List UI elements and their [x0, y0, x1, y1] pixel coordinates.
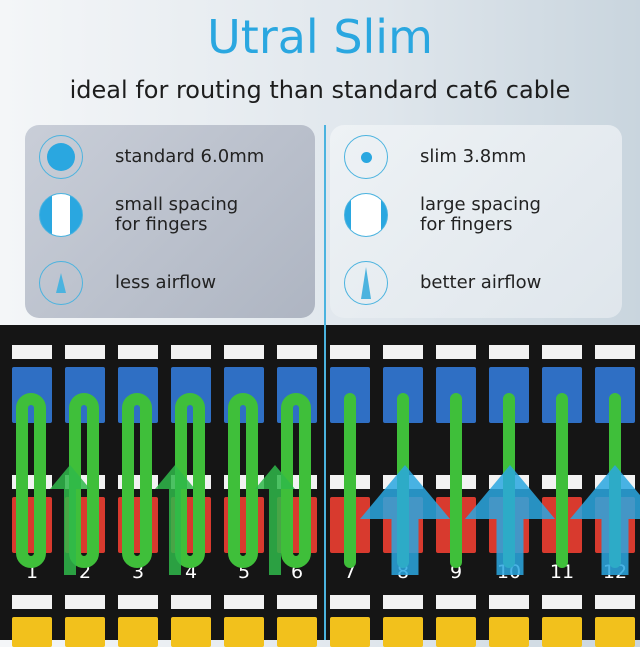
- port-label: [65, 345, 105, 359]
- lower-port: [224, 617, 264, 647]
- feature-text: less airflow: [115, 272, 217, 293]
- feature-text: small spacing for fingers: [115, 194, 239, 235]
- airflow-arrow-icon: [360, 465, 450, 575]
- large-dot-icon: [39, 135, 83, 179]
- lower-port: [542, 617, 582, 647]
- cable: [228, 393, 258, 568]
- airflow-arrow-icon: [155, 465, 195, 575]
- port-label: [224, 595, 264, 609]
- subheadline: ideal for routing than standard cat6 cab…: [69, 76, 571, 104]
- port-label: [118, 595, 158, 609]
- cable: [16, 393, 46, 568]
- port-label: [330, 595, 370, 609]
- port-label: [12, 345, 52, 359]
- port-label: [12, 595, 52, 609]
- lower-port: [65, 617, 105, 647]
- wide-gap-icon: [344, 193, 388, 237]
- feature-text: better airflow: [420, 272, 542, 293]
- lower-port: [118, 617, 158, 647]
- port-label: [65, 595, 105, 609]
- feature-spacing: large spacing for fingers: [344, 193, 541, 237]
- slim-cable-panel: slim 3.8mm large spacing for fingers bet…: [330, 125, 622, 318]
- feature-airflow: better airflow: [344, 261, 541, 305]
- standard-cable-panel: standard 6.0mm small spacing for fingers…: [25, 125, 315, 318]
- lower-port: [330, 617, 370, 647]
- lower-port: [12, 617, 52, 647]
- patch-panel-photo: 123456789101112: [0, 325, 640, 647]
- port-label: [171, 345, 211, 359]
- lower-port: [383, 617, 423, 647]
- port-label: [542, 345, 582, 359]
- port-label: [277, 595, 317, 609]
- cable: [450, 393, 462, 568]
- port-label: [489, 345, 529, 359]
- port-label: [171, 595, 211, 609]
- small-dot-icon: [344, 135, 388, 179]
- feature-diameter: standard 6.0mm: [39, 135, 264, 179]
- airflow-arrow-icon: [570, 465, 640, 575]
- feature-diameter: slim 3.8mm: [344, 135, 526, 179]
- port-label: [542, 595, 582, 609]
- port-label: [489, 595, 529, 609]
- cable: [556, 393, 568, 568]
- cable: [122, 393, 152, 568]
- port-label: [383, 345, 423, 359]
- feature-airflow: less airflow: [39, 261, 216, 305]
- narrow-gap-icon: [39, 193, 83, 237]
- feature-text: slim 3.8mm: [420, 146, 527, 167]
- large-arrow-icon: [344, 261, 388, 305]
- airflow-arrow-icon: [255, 465, 295, 575]
- port-label: [224, 345, 264, 359]
- lower-port: [277, 617, 317, 647]
- port-label: [277, 345, 317, 359]
- airflow-arrow-icon: [465, 465, 555, 575]
- small-arrow-icon: [39, 261, 83, 305]
- lower-port: [171, 617, 211, 647]
- port-label: [436, 345, 476, 359]
- feature-text: standard 6.0mm: [115, 146, 265, 167]
- port-label: [595, 345, 635, 359]
- headline: Utral Slim: [207, 10, 433, 64]
- lower-port: [489, 617, 529, 647]
- port-label: [118, 345, 158, 359]
- port-number: 11: [549, 561, 575, 583]
- airflow-arrow-icon: [50, 465, 90, 575]
- port-label: [383, 595, 423, 609]
- lower-port: [595, 617, 635, 647]
- cable: [344, 393, 356, 568]
- port-label: [595, 595, 635, 609]
- port-label: [436, 595, 476, 609]
- feature-text: large spacing for fingers: [420, 194, 541, 235]
- port-label: [330, 345, 370, 359]
- feature-spacing: small spacing for fingers: [39, 193, 238, 237]
- lower-port: [436, 617, 476, 647]
- divider-line: [324, 125, 326, 640]
